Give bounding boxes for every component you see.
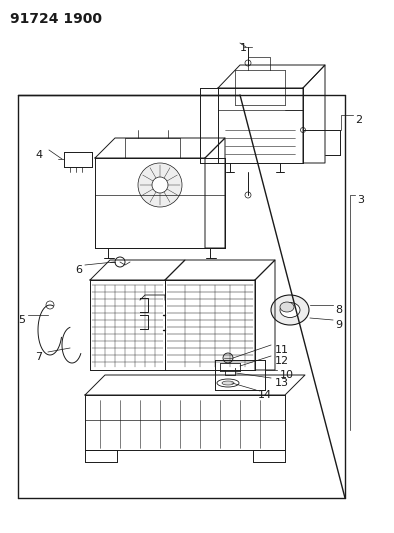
Text: 12: 12 — [275, 356, 289, 366]
Text: 11: 11 — [275, 345, 289, 355]
Text: 13: 13 — [275, 378, 289, 388]
Text: 8: 8 — [335, 305, 342, 315]
Ellipse shape — [222, 381, 234, 385]
Circle shape — [115, 257, 125, 267]
Ellipse shape — [280, 302, 294, 312]
Text: 7: 7 — [35, 352, 42, 362]
Text: 14: 14 — [258, 390, 272, 400]
Circle shape — [223, 353, 233, 363]
Ellipse shape — [217, 379, 239, 387]
Text: 6: 6 — [75, 265, 82, 275]
Text: 9: 9 — [335, 320, 342, 330]
Circle shape — [138, 163, 182, 207]
Text: 10: 10 — [280, 370, 294, 380]
Circle shape — [152, 177, 168, 193]
Ellipse shape — [271, 295, 309, 325]
Text: 5: 5 — [18, 315, 25, 325]
Text: 3: 3 — [357, 195, 364, 205]
Text: 4: 4 — [35, 150, 42, 160]
Circle shape — [46, 301, 54, 309]
Circle shape — [245, 60, 251, 66]
Text: 1: 1 — [240, 43, 247, 53]
Circle shape — [245, 192, 251, 198]
Ellipse shape — [280, 303, 300, 318]
Text: 91724 1900: 91724 1900 — [10, 12, 102, 26]
Text: 2: 2 — [355, 115, 362, 125]
Circle shape — [301, 127, 305, 133]
